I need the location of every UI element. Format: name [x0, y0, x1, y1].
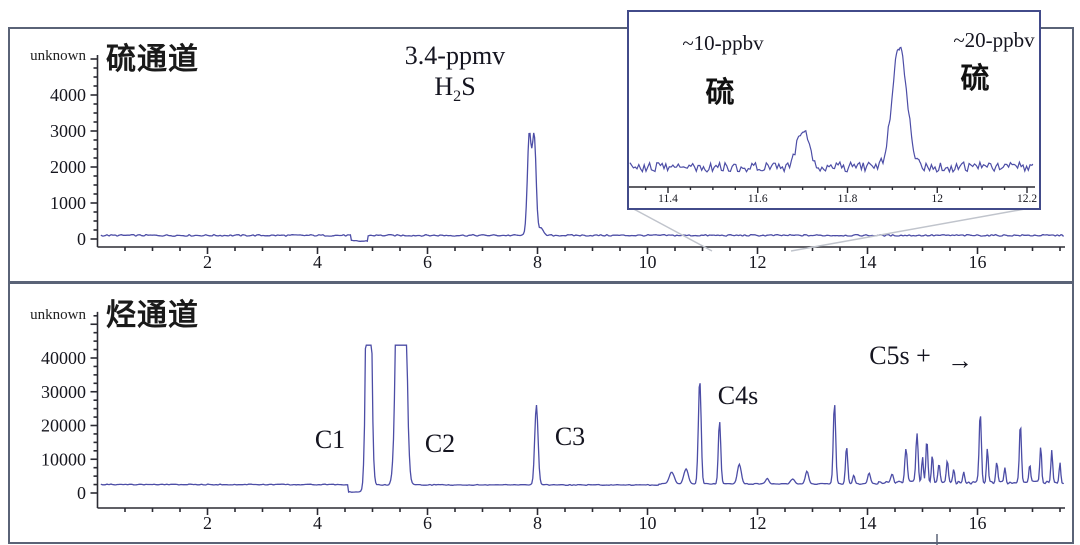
tick-label: 40000 — [41, 348, 86, 368]
tick-label: 8 — [533, 513, 542, 533]
tick-label: 11.8 — [838, 193, 858, 205]
tick-label: 30000 — [41, 382, 86, 402]
sulfur-y-axis-unknown-label: unknown — [30, 48, 86, 64]
sulfur-inset-trace — [629, 46, 1034, 174]
tick-label: 3000 — [50, 121, 86, 141]
inset-20ppbv-label: ~20-ppbv — [953, 28, 1035, 52]
tick-label: 1000 — [50, 193, 86, 213]
sulfur-channel-title: 硫通道 — [106, 42, 199, 77]
tick-label: 10 — [639, 252, 657, 272]
tick-label: 4 — [313, 513, 322, 533]
c5s-right-arrow-icon: → — [947, 346, 973, 375]
tick-label: 10 — [639, 513, 657, 533]
inset-10ppbv-sulfur-label: 硫 — [705, 75, 735, 109]
tick-label: 4 — [313, 252, 322, 272]
h2s-formula-pre: H — [434, 72, 454, 101]
peak-label-c1: C1 — [314, 425, 346, 454]
tick-label: 20000 — [41, 416, 86, 436]
inset-zoom-canvas: 11.4 11.6 11.8 12 12.2 — [629, 46, 1037, 205]
h2s-formula-post: S — [461, 72, 476, 101]
tick-label: 14 — [859, 513, 877, 533]
h2s-formula-annotation: H2S — [385, 73, 525, 106]
tick-label: 16 — [969, 513, 987, 533]
tick-label: 2 — [203, 252, 212, 272]
tick-label: 0 — [77, 483, 86, 503]
tick-label: 12.2 — [1017, 193, 1037, 205]
inset-zoom-panel — [627, 10, 1041, 210]
tick-label: 6 — [423, 252, 432, 272]
tick-label: 12 — [932, 193, 944, 205]
hydrocarbon_channel-trace — [100, 344, 1064, 494]
inset-callout-line-left — [629, 206, 713, 252]
tick-label: 12 — [749, 513, 767, 533]
tick-label: 11.4 — [658, 193, 678, 205]
tick-label: 14 — [859, 252, 877, 272]
tick-label: 11.6 — [748, 193, 768, 205]
tick-label: 4000 — [50, 85, 86, 105]
tick-label: 10000 — [41, 449, 86, 469]
hydrocarbon-channel-title: 烃通道 — [106, 298, 199, 333]
tick-label: 2 — [203, 513, 212, 533]
tick-label: 2000 — [50, 157, 86, 177]
tick-label: 6 — [423, 513, 432, 533]
inset-20ppbv-sulfur-label: 硫 — [960, 61, 990, 95]
inset-10ppbv-label: ~10-ppbv — [682, 31, 764, 55]
peak-label-c4s: C4s — [717, 381, 759, 410]
tick-label: 16 — [969, 252, 987, 272]
h2s-concentration-annotation: 3.4-ppmv — [404, 41, 506, 70]
tick-label: 0 — [77, 229, 86, 249]
tick-label: 8 — [533, 252, 542, 272]
peak-label-c2: C2 — [424, 429, 456, 458]
peak-label-c3: C3 — [554, 422, 586, 451]
sulfur_channel-trace — [100, 132, 1064, 243]
h2s-formula-sub: 2 — [453, 88, 462, 106]
tick-label: 12 — [749, 252, 767, 272]
peak-label-c5s: C5s + — [869, 341, 931, 370]
hydrocarbon-y-axis-unknown-label: unknown — [30, 307, 86, 323]
inset-callout-line-right — [790, 206, 1037, 252]
